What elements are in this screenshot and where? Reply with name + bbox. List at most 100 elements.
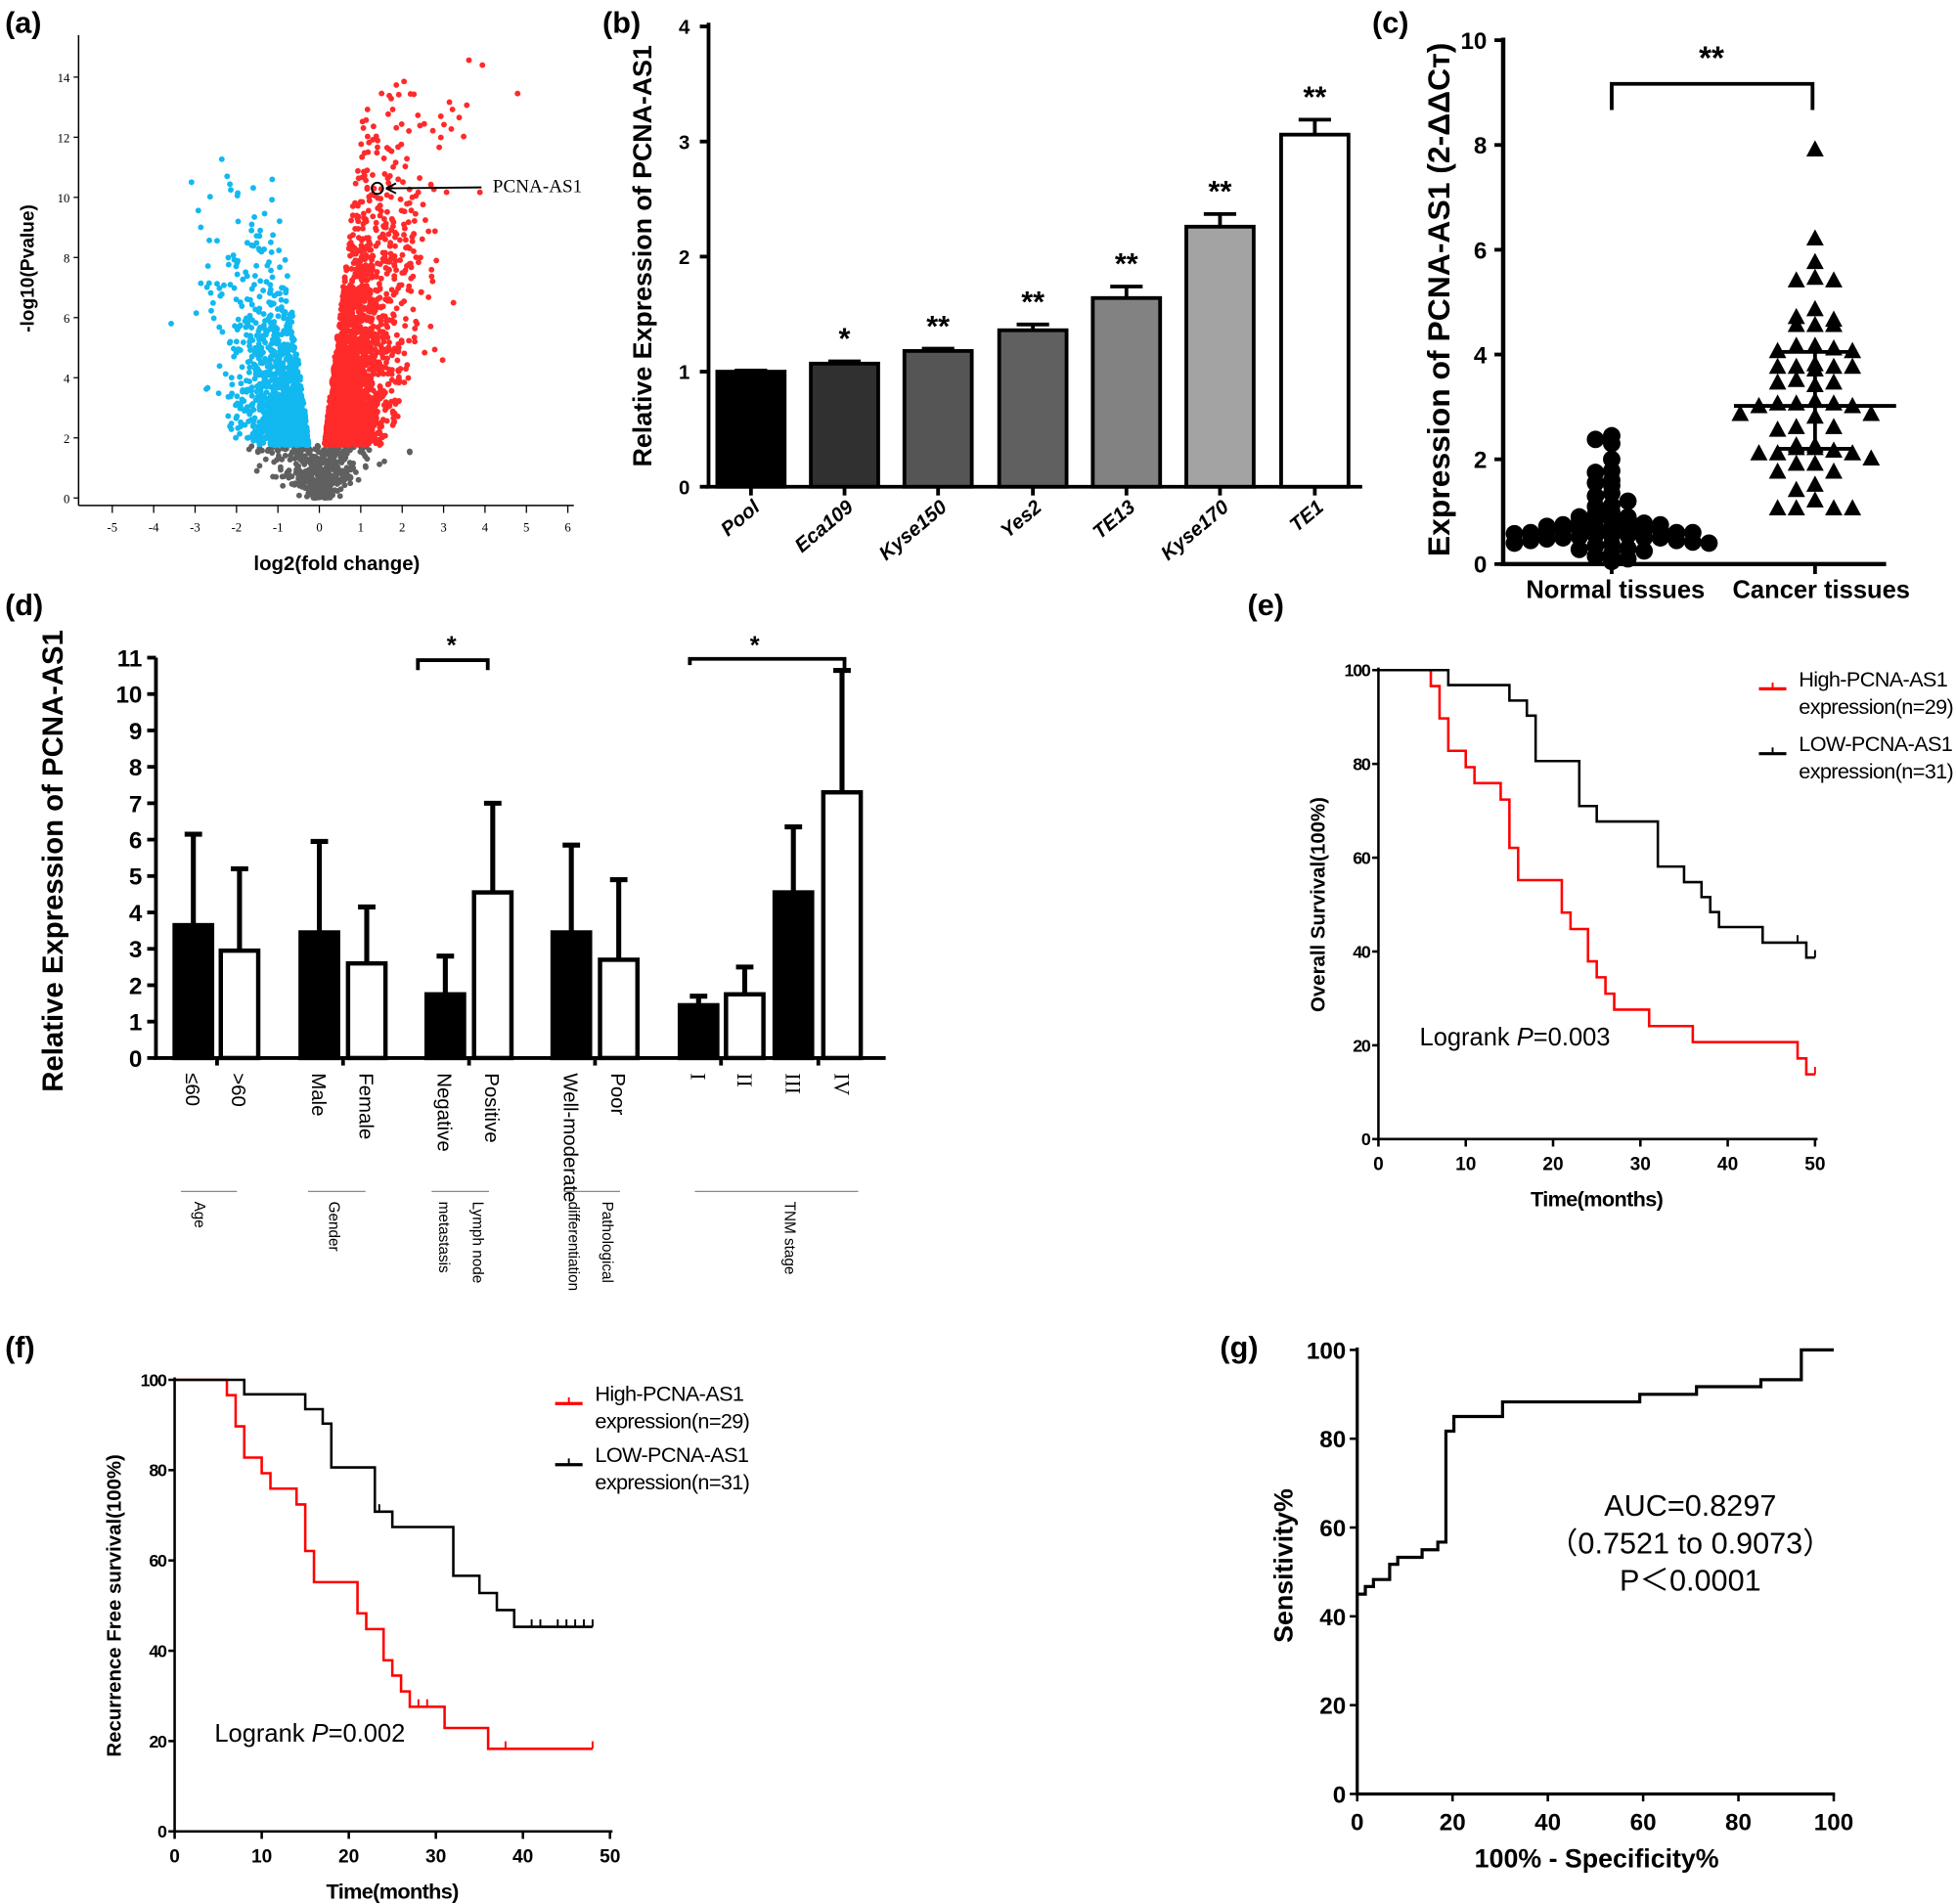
down-point [248, 221, 255, 228]
down-point [295, 410, 302, 416]
x-tick-label: 0 [1351, 1809, 1363, 1836]
down-point [265, 410, 272, 417]
ns-point [291, 455, 298, 462]
up-point [348, 265, 355, 272]
down-point [257, 227, 264, 234]
up-point [443, 189, 450, 196]
ns-point [407, 449, 413, 456]
bar-kyse150 [902, 348, 974, 489]
x-tick-label: 20 [338, 1847, 359, 1868]
down-point [265, 418, 272, 424]
up-point [343, 376, 350, 382]
group-label: TNM stage [780, 1202, 797, 1275]
x-tick-label: 5 [523, 521, 529, 535]
down-point [289, 387, 295, 394]
x-tick-label: Male [307, 1073, 329, 1116]
x-tick-label: Well-moderate [559, 1073, 581, 1202]
y-tick-label: 7 [129, 791, 142, 818]
y-tick-label: 80 [1353, 755, 1371, 775]
y-tick-label: 1 [129, 1010, 142, 1037]
data-point-triangle [1750, 444, 1768, 461]
up-point [364, 184, 371, 191]
down-point [255, 340, 262, 347]
up-point [329, 402, 335, 409]
ns-point [315, 448, 322, 455]
significance-marker: * [447, 633, 457, 660]
y-tick-label: 0 [679, 477, 689, 499]
down-point [261, 245, 267, 252]
up-point [349, 278, 356, 285]
x-axis-title: log2(fold change) [253, 553, 420, 575]
up-point [355, 218, 362, 225]
down-point [222, 371, 229, 377]
up-point [383, 208, 390, 215]
down-point [218, 290, 225, 297]
ns-point [303, 456, 310, 463]
up-point [431, 228, 438, 235]
up-point [370, 387, 377, 394]
down-point [249, 317, 255, 324]
down-point [235, 346, 242, 352]
down-point [231, 353, 238, 360]
data-point-triangle [1768, 357, 1787, 375]
x-tick-label: IV [829, 1073, 853, 1095]
data-point-triangle [1787, 394, 1805, 411]
up-point [388, 148, 395, 155]
ns-point [319, 452, 326, 458]
y-axis-title: Sensitivity% [1268, 1488, 1298, 1643]
y-tick-label: 8 [64, 251, 69, 265]
up-point [353, 339, 360, 345]
down-point [271, 328, 278, 334]
data-point-triangle [1805, 229, 1824, 246]
down-point [249, 185, 256, 192]
up-point [412, 210, 419, 217]
up-point [380, 223, 387, 229]
down-point [233, 434, 240, 441]
x-tick-label: >60 [227, 1073, 248, 1107]
up-point [380, 155, 387, 161]
up-point [384, 381, 391, 388]
up-point [402, 237, 409, 244]
annotation-arrow [385, 186, 482, 190]
panel-label: (b) [602, 6, 641, 39]
down-point [206, 194, 213, 200]
y-tick-label: 0 [1333, 1782, 1346, 1808]
down-point [282, 440, 289, 447]
up-point [373, 340, 379, 347]
down-point [277, 412, 284, 418]
up-point [456, 114, 463, 121]
significance-marker: * [750, 633, 760, 660]
down-point [248, 353, 255, 360]
bar [772, 890, 815, 1061]
y-tick-label: 80 [1319, 1427, 1346, 1453]
down-point [260, 336, 267, 343]
up-point [390, 311, 396, 318]
up-point [398, 121, 405, 127]
y-tick-label: 2 [129, 973, 142, 999]
down-point [233, 263, 240, 270]
up-point [360, 316, 367, 323]
ns-point [347, 480, 354, 487]
x-tick-label: ≤60 [181, 1073, 202, 1106]
ns-point [287, 457, 293, 463]
up-point [372, 435, 378, 441]
down-point [289, 335, 295, 342]
up-point [427, 323, 434, 330]
up-point [401, 208, 408, 215]
up-point [356, 411, 363, 418]
ns-point [323, 451, 330, 458]
up-point [351, 416, 358, 422]
ns-point [303, 473, 310, 480]
up-point [402, 316, 409, 322]
down-point [243, 269, 249, 276]
ns-point [315, 488, 322, 495]
up-point [362, 404, 369, 411]
down-point [229, 390, 236, 397]
up-point [353, 366, 360, 372]
up-point [375, 240, 381, 246]
down-point [296, 388, 303, 395]
auc-annotation: （0.7521 to 0.9073） [1548, 1527, 1833, 1560]
down-point [260, 288, 267, 294]
bar [598, 957, 641, 1061]
up-point [374, 269, 380, 276]
